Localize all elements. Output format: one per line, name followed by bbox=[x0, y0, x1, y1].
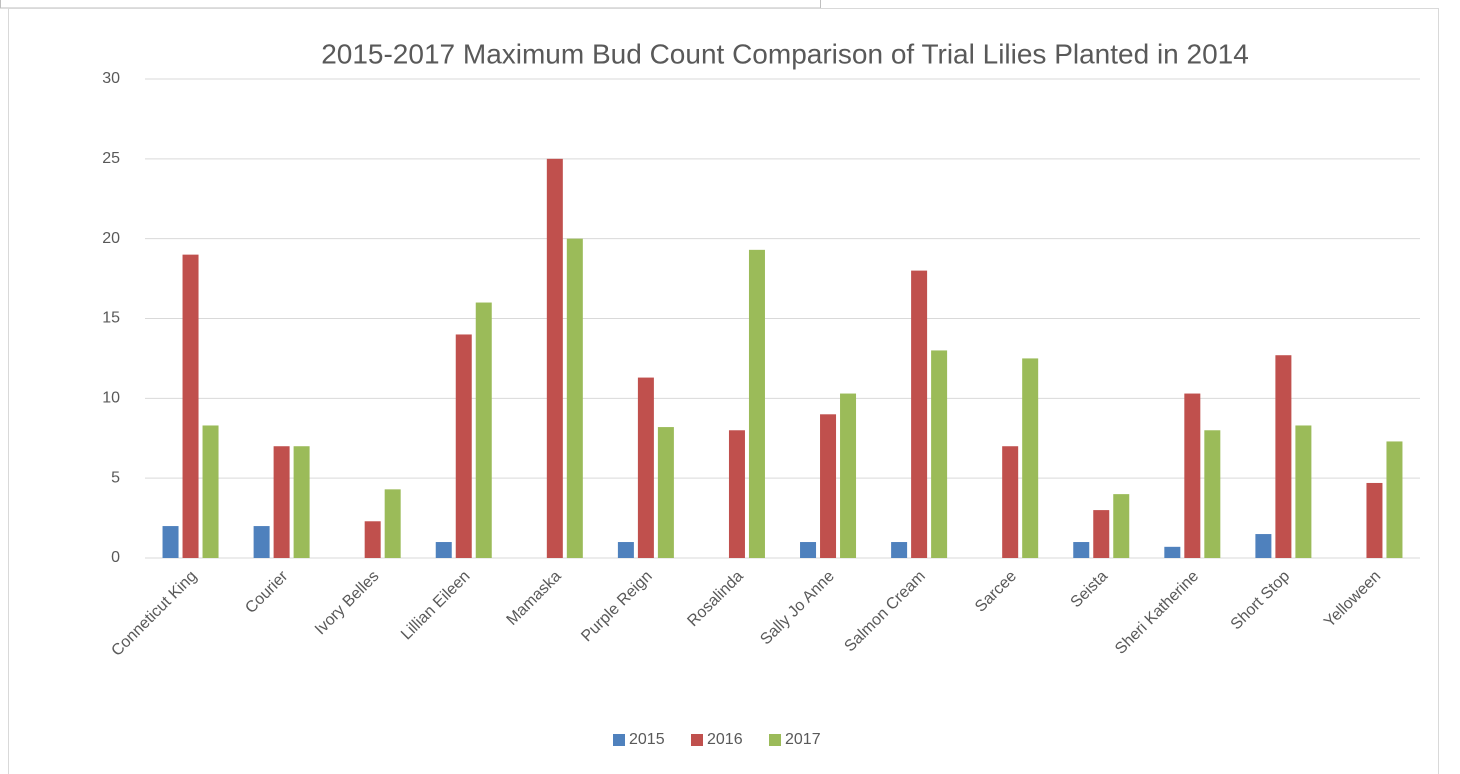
bar bbox=[1275, 355, 1292, 558]
bar bbox=[800, 542, 817, 558]
y-tick-label: 5 bbox=[111, 469, 120, 486]
legend-label: 2016 bbox=[707, 731, 743, 748]
y-tick-label: 20 bbox=[102, 230, 120, 247]
bar bbox=[1164, 546, 1181, 558]
bar bbox=[1073, 542, 1090, 558]
legend-swatch bbox=[691, 734, 703, 746]
bar bbox=[435, 542, 452, 558]
bar bbox=[455, 334, 472, 558]
bar bbox=[162, 526, 179, 558]
legend-swatch bbox=[613, 734, 625, 746]
bar bbox=[728, 430, 745, 558]
bar bbox=[182, 254, 199, 558]
y-tick-label: 10 bbox=[102, 390, 120, 407]
bar bbox=[1022, 358, 1039, 558]
bar bbox=[202, 425, 219, 558]
previous-frame bbox=[0, 0, 821, 9]
y-tick-label: 15 bbox=[102, 310, 120, 327]
y-tick-label: 0 bbox=[111, 549, 120, 566]
y-tick-label: 30 bbox=[102, 70, 120, 87]
bar bbox=[293, 446, 310, 558]
bar bbox=[1295, 425, 1312, 558]
bar bbox=[637, 377, 654, 558]
bar bbox=[1204, 430, 1221, 558]
legend-swatch bbox=[769, 734, 781, 746]
y-tick-label: 25 bbox=[102, 150, 120, 167]
bar bbox=[475, 302, 492, 558]
bar bbox=[840, 393, 857, 558]
bar bbox=[1113, 494, 1130, 558]
bar bbox=[253, 526, 270, 558]
legend-label: 2017 bbox=[785, 731, 821, 748]
chart-frame bbox=[8, 8, 1439, 774]
bar bbox=[364, 521, 381, 558]
bar bbox=[617, 542, 634, 558]
legend-label: 2015 bbox=[629, 731, 665, 748]
bar bbox=[748, 249, 765, 559]
bar bbox=[1002, 446, 1019, 558]
bar bbox=[1366, 482, 1383, 558]
bar bbox=[273, 446, 290, 558]
bar bbox=[657, 427, 674, 558]
chart-title: 2015-2017 Maximum Bud Count Comparison o… bbox=[321, 38, 1249, 69]
bar bbox=[1386, 441, 1403, 558]
bar bbox=[1255, 534, 1272, 558]
bar bbox=[891, 542, 908, 558]
bar bbox=[1093, 510, 1110, 558]
bar bbox=[546, 158, 563, 559]
bar bbox=[566, 238, 583, 558]
bar bbox=[820, 414, 837, 558]
bar bbox=[911, 270, 928, 558]
bar bbox=[931, 350, 948, 558]
bar bbox=[384, 489, 401, 558]
bar bbox=[1184, 393, 1201, 558]
